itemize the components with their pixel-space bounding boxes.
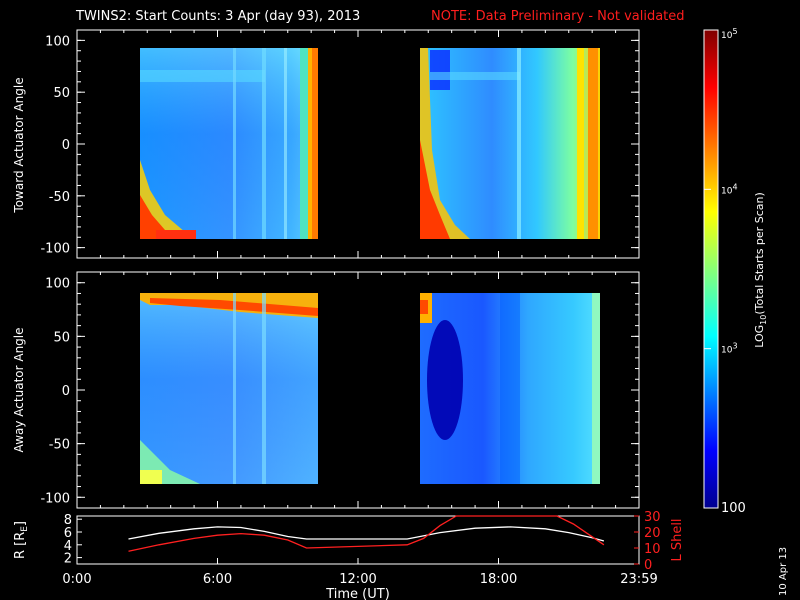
orbit-axes-frame bbox=[76, 515, 640, 565]
colorbar-ticks: 105 104 103 100 bbox=[704, 27, 746, 516]
colorbar-tick-label: 100 bbox=[721, 501, 746, 516]
time-tick-label: 12:00 bbox=[339, 572, 376, 587]
lshell-tick-label: 0 bbox=[644, 558, 652, 573]
time-x-label: Time (UT) bbox=[325, 587, 390, 600]
y-tick-label: -50 bbox=[49, 190, 70, 205]
lshell-tick-label: 10 bbox=[644, 542, 661, 557]
colorbar-label: LOG10(Total Starts per Scan) bbox=[753, 192, 768, 348]
radius-tick-label: 6 bbox=[64, 526, 72, 541]
away-heatmap-panel bbox=[140, 293, 600, 484]
toward-y-axis: 100 50 0 -50 -100 bbox=[40, 30, 640, 258]
y-tick-label: 50 bbox=[53, 86, 70, 101]
y-tick-label: 100 bbox=[45, 277, 70, 292]
y-tick-label: -100 bbox=[40, 242, 70, 257]
time-tick-label: 23:59 bbox=[620, 572, 657, 587]
footer-date: 10 Apr 13 bbox=[778, 547, 789, 596]
away-y-label: Away Actuator Angle bbox=[12, 327, 26, 452]
orbit-lines bbox=[128, 515, 605, 552]
colorbar bbox=[703, 29, 719, 509]
time-tick-label: 6:00 bbox=[203, 572, 232, 587]
colorbar-tick-label: 103 bbox=[721, 342, 738, 356]
lshell-tick-label: 30 bbox=[644, 510, 661, 525]
radius-line bbox=[128, 526, 605, 542]
y-tick-label: 100 bbox=[45, 34, 70, 49]
radius-tick-label: 8 bbox=[64, 513, 72, 528]
y-tick-label: -100 bbox=[40, 491, 70, 506]
radius-tick-label: 2 bbox=[64, 552, 72, 567]
y-tick-label: 0 bbox=[62, 384, 70, 399]
away-y-axis: 100 50 0 -50 -100 bbox=[40, 272, 640, 508]
lshell-y-label: L Shell bbox=[670, 518, 685, 561]
time-tick-label: 18:00 bbox=[480, 572, 517, 587]
plot-title: TWINS2: Start Counts: 3 Apr (day 93), 20… bbox=[75, 9, 360, 24]
y-tick-label: 50 bbox=[53, 330, 70, 345]
y-tick-label: 0 bbox=[62, 138, 70, 153]
y-tick-label: -50 bbox=[49, 438, 70, 453]
lshell-line bbox=[128, 515, 605, 552]
time-x-axis: 0:00 6:00 12:00 18:00 23:59 bbox=[62, 558, 658, 587]
colorbar-tick-label: 104 bbox=[721, 182, 738, 196]
preliminary-note: NOTE: Data Preliminary - Not validated bbox=[431, 9, 685, 24]
toward-heatmap-panel bbox=[140, 48, 600, 239]
lshell-tick-label: 20 bbox=[644, 526, 661, 541]
colorbar-tick-label: 105 bbox=[721, 27, 738, 41]
radius-tick-label: 4 bbox=[64, 539, 72, 554]
time-tick-label: 0:00 bbox=[62, 572, 91, 587]
toward-y-label: Toward Actuator Angle bbox=[12, 77, 26, 213]
radius-y-label: R [RE] bbox=[13, 521, 30, 559]
